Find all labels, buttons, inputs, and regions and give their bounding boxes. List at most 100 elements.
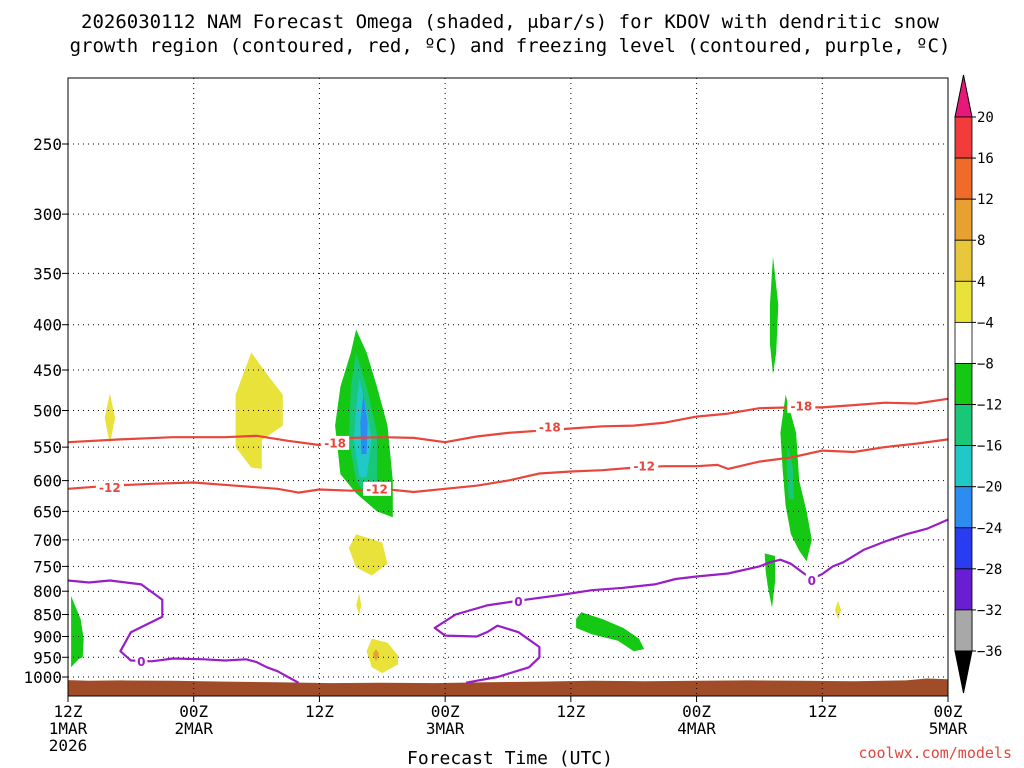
omega-area-4: [366, 638, 398, 674]
y-tick-label-650: 650: [33, 502, 62, 521]
y-tick-label-1000: 1000: [23, 668, 62, 687]
contour-label-bg: [535, 420, 564, 435]
omega-area-8: [372, 649, 380, 662]
omega-area-4: [348, 534, 388, 576]
omega-area-4: [356, 593, 362, 615]
x-tick-label-h36-1: 3MAR: [426, 719, 465, 738]
ground-surface: [68, 678, 948, 696]
contour-label-bg: [805, 573, 818, 588]
chart-title-line-1: 2026030112 NAM Forecast Omega (shaded, μ…: [81, 11, 939, 33]
colorbar-label: 8: [977, 233, 985, 249]
omega-area-minus4: [576, 612, 645, 652]
y-tick-label-700: 700: [33, 531, 62, 550]
contour-label-minus18-line: -18: [324, 436, 346, 450]
colorbar-label: −4: [977, 315, 994, 331]
colorbar-label: 4: [977, 274, 985, 290]
colorbar-swatch: [954, 486, 973, 529]
colorbar-label: 20: [977, 110, 994, 126]
contour-label-bg: [321, 435, 350, 450]
x-tick-label-h0-1: 1MAR: [49, 719, 88, 738]
chart-title-line-2: growth region (contoured, red, ºC) and f…: [70, 35, 951, 57]
freezing-line: [67, 579, 300, 684]
y-tick-label-750: 750: [33, 557, 62, 576]
colorbar-label: −24: [977, 521, 1002, 537]
omega-area-4: [104, 393, 116, 444]
y-tick-label-350: 350: [33, 264, 62, 283]
y-tick-label-550: 550: [33, 438, 62, 457]
colorbar-swatch: [954, 321, 973, 364]
omega-area-minus16: [360, 394, 368, 455]
contour-label-freezing-line: 0: [808, 574, 816, 588]
omega-area-minus4: [769, 256, 779, 375]
colorbar-swatch: [954, 116, 973, 159]
y-tick-label-850: 850: [33, 606, 62, 625]
colorbar-label: −32: [977, 603, 1002, 619]
colorbar-bottom-arrow: [954, 650, 973, 694]
colorbar-label: −36: [977, 644, 1002, 660]
colorbar-top-arrow: [954, 74, 973, 118]
contour-label-minus18-line: -18: [790, 399, 812, 413]
minus12-line: [67, 438, 949, 494]
contour-label-bg: [787, 398, 816, 413]
contour-label-freezing-line: 0: [137, 655, 145, 669]
contour-label-minus12-line: -12: [366, 482, 388, 496]
x-tick-label-h84-1: 5MAR: [929, 719, 968, 738]
colorbar-label: −16: [977, 439, 1002, 455]
colorbar-label: 16: [977, 151, 994, 167]
y-tick-label-900: 900: [33, 627, 62, 646]
x-tick-label-h12-1: 2MAR: [174, 719, 213, 738]
x-tick-label-h72-0: 12Z: [808, 702, 837, 721]
y-tick-label-450: 450: [33, 361, 62, 380]
contour-label-bg: [630, 459, 659, 474]
credit-text: coolwx.com/models: [858, 744, 1012, 762]
colorbar-label: −12: [977, 398, 1002, 414]
colorbar-swatch: [954, 404, 973, 447]
y-tick-label-300: 300: [33, 205, 62, 224]
colorbar-swatch: [954, 363, 973, 405]
omega-area-4: [235, 352, 283, 469]
colorbar-swatch: [954, 198, 973, 241]
x-tick-label-h12-0: 00Z: [179, 702, 208, 721]
omega-area-4: [834, 600, 842, 619]
x-tick-label-h0-0: 12Z: [54, 702, 83, 721]
contour-label-minus12-line: -12: [633, 460, 655, 474]
x-tick-label-h48-0: 12Z: [556, 702, 585, 721]
contour-label-freezing-line: 0: [514, 595, 522, 609]
x-tick-label-h36-0: 00Z: [431, 702, 460, 721]
contour-label-bg: [135, 654, 148, 669]
x-tick-label-h84-0: 00Z: [934, 702, 963, 721]
contour-label-minus18-line: -18: [539, 421, 561, 435]
colorbar-swatch: [954, 239, 973, 282]
colorbar-swatch: [954, 280, 973, 323]
y-tick-label-800: 800: [33, 582, 62, 601]
y-tick-label-400: 400: [33, 316, 62, 335]
plot-frame: [67, 77, 949, 697]
omega-area-minus4: [764, 553, 776, 608]
x-tick-label-h60-0: 00Z: [682, 702, 711, 721]
contour-label-bg: [512, 594, 525, 609]
colorbar-swatch: [954, 445, 973, 488]
omega-area-minus4: [71, 596, 84, 668]
colorbar-swatch: [954, 157, 973, 200]
omega-area-minus4: [780, 394, 812, 562]
x-tick-label-h24-0: 12Z: [305, 702, 334, 721]
colorbar-swatch-grey: [954, 609, 973, 652]
colorbar-label: −28: [977, 562, 1002, 578]
y-tick-label-600: 600: [33, 472, 62, 491]
contour-label-bg: [95, 480, 124, 495]
minus18-line: [67, 397, 949, 447]
y-tick-label-250: 250: [33, 135, 62, 154]
contour-label-minus12-line: -12: [99, 481, 121, 495]
contour-label-bg: [363, 481, 392, 496]
colorbar-label: 12: [977, 192, 994, 208]
colorbar-label: −8: [977, 356, 994, 372]
freezing-line-segment-2: [433, 518, 949, 684]
colorbar-swatch: [954, 527, 973, 570]
x-axis-label: Forecast Time (UTC): [407, 748, 613, 768]
colorbar-swatch: [954, 568, 973, 611]
x-tick-label-h60-1: 4MAR: [677, 719, 716, 738]
x-tick-label-h0-2: 2026: [49, 736, 88, 755]
y-tick-label-950: 950: [33, 648, 62, 667]
colorbar-label: −20: [977, 480, 1002, 496]
